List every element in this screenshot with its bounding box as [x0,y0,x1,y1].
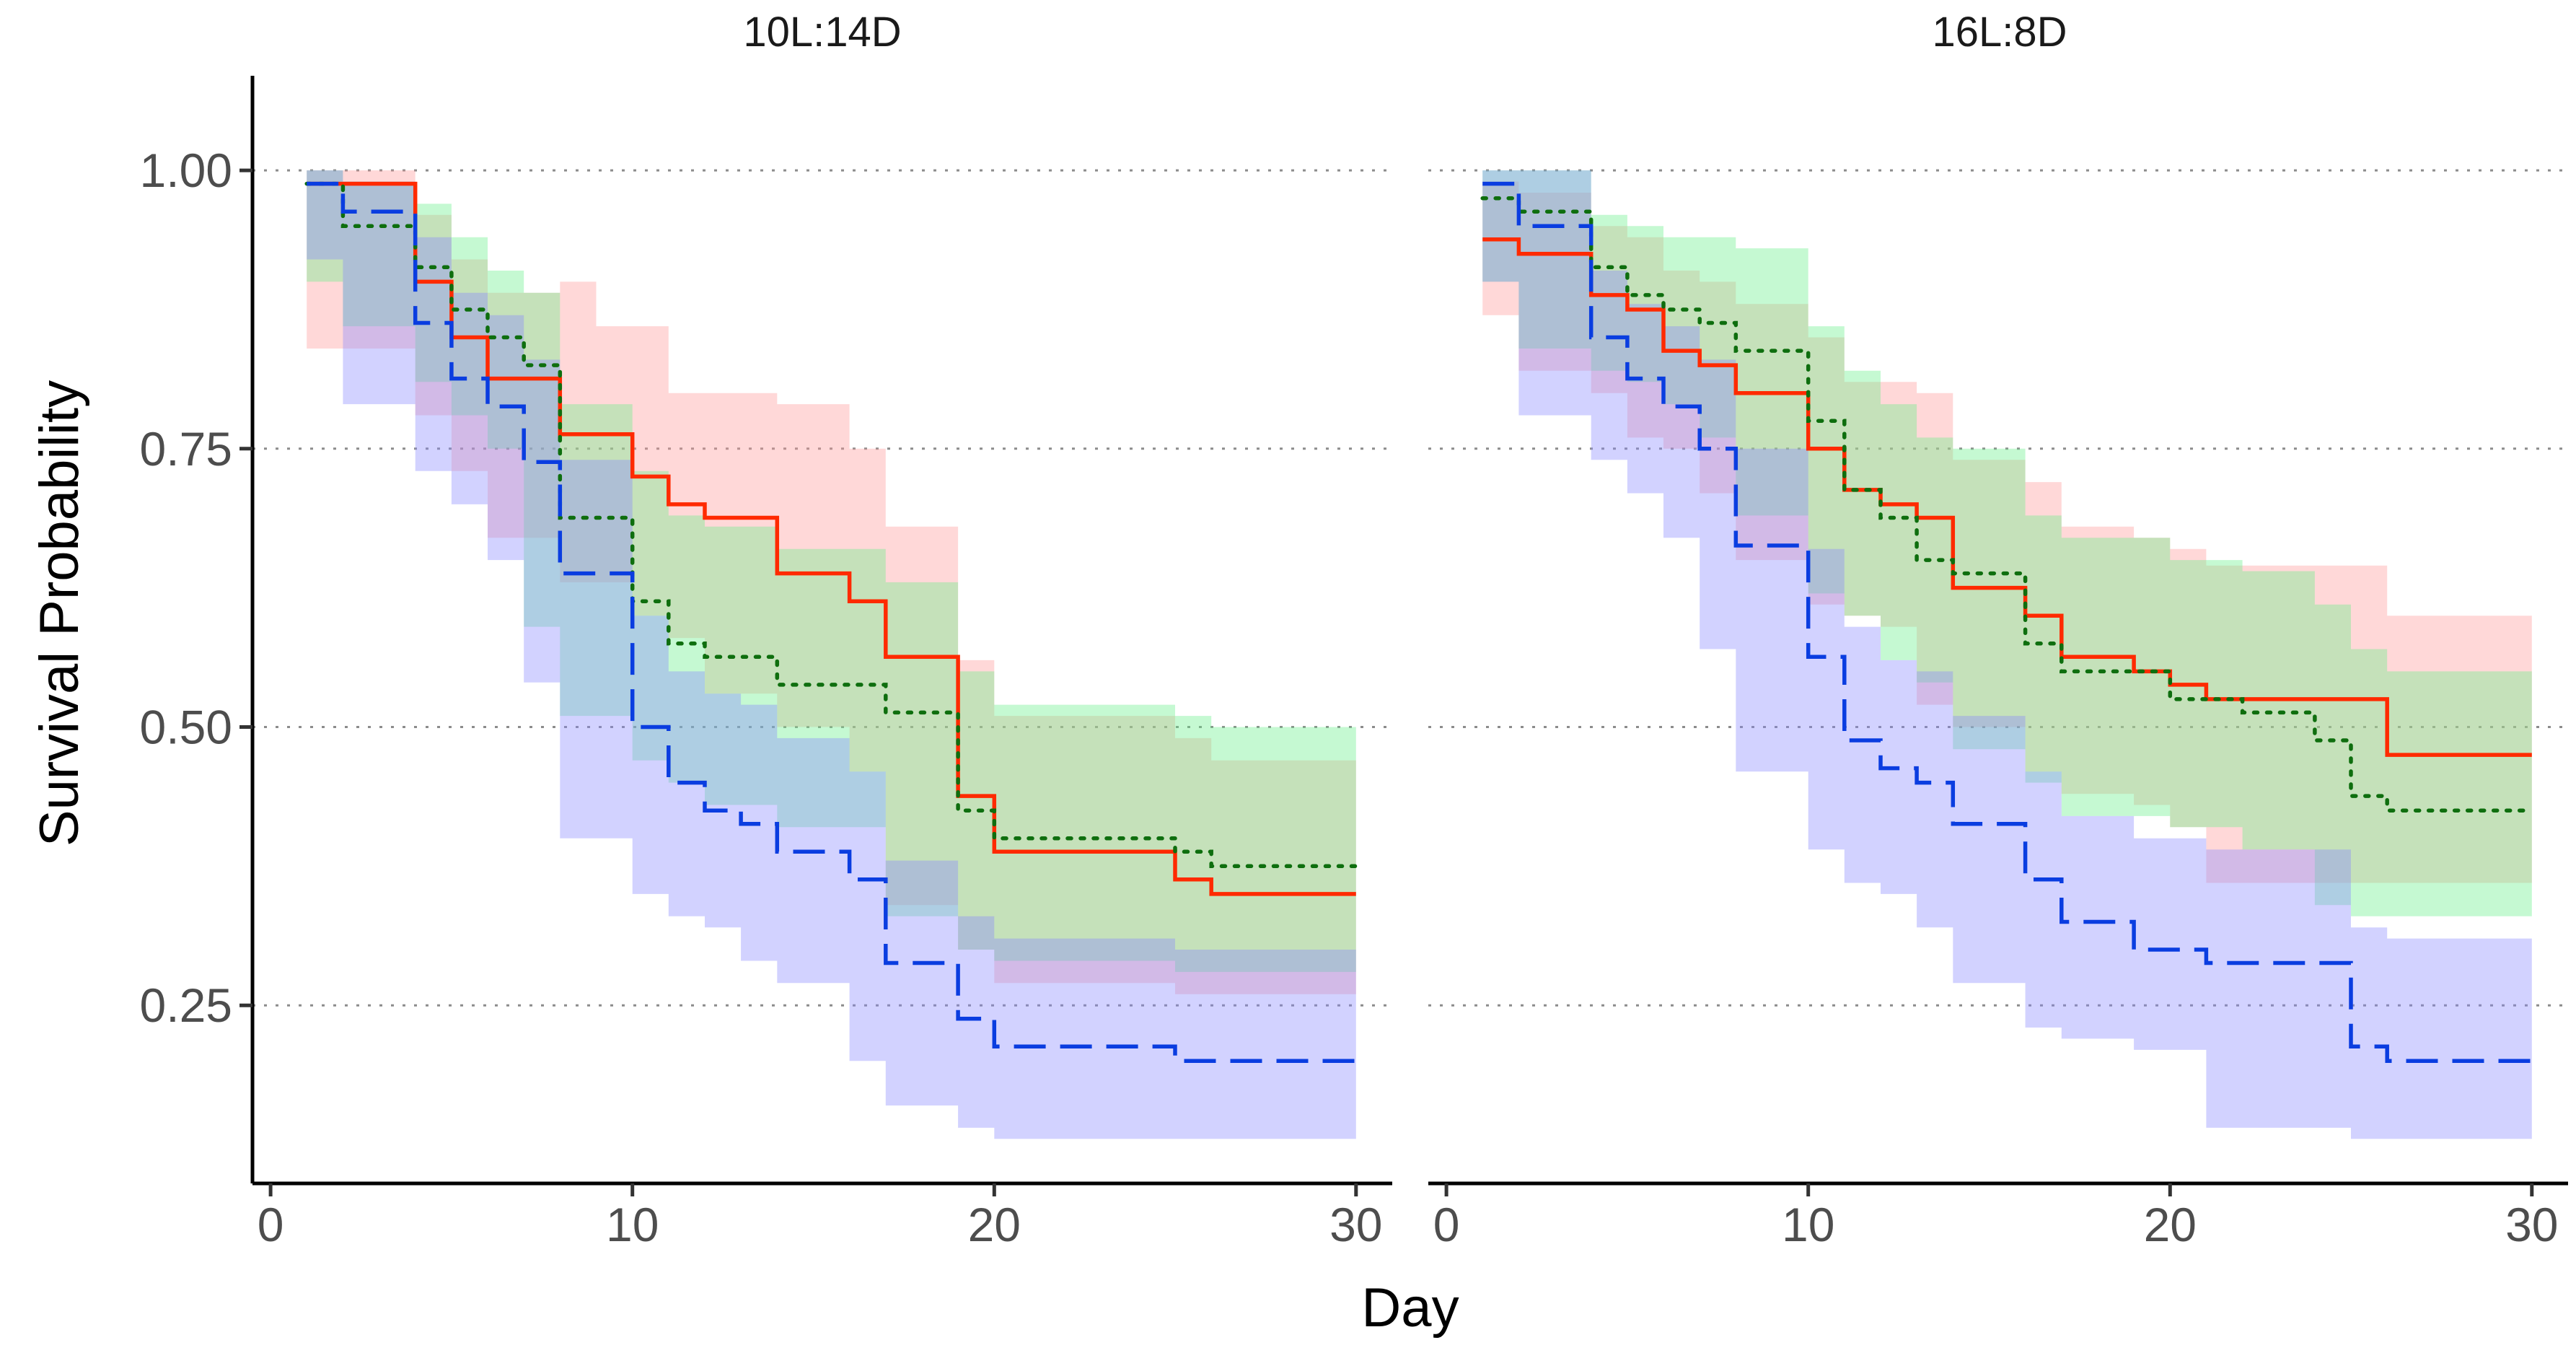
ci-band-blue-dashed [1482,170,2532,1139]
ci-band-green-dotted [307,170,1356,972]
x-tick-label: 30 [2505,1198,2558,1251]
x-tick-label: 10 [606,1198,659,1251]
x-tick-label: 20 [2144,1198,2197,1251]
confidence-bands [1482,170,2532,1139]
y-tick-label: 0.75 [140,422,232,476]
x-tick-label: 30 [1329,1198,1382,1251]
ci-band-green-dotted [1482,170,2532,916]
axes: 0 10 20 30 0 10 20 30 0.25 0.50 0.75 1.00 [140,76,2568,1251]
panel-title: 10L:14D [743,9,901,56]
x-tick-label: 0 [1433,1198,1460,1251]
panel-title: 16L:8D [1932,9,2067,56]
series-line-blue-dashed [1482,181,2532,1064]
ci-band-red-solid [1482,181,2532,883]
series-line-red-solid [1482,237,2532,757]
x-tick-label: 10 [1782,1198,1834,1251]
survival-curves [1480,181,2534,1064]
panel-10l-14d: 10L:14D [252,9,1392,1139]
y-axis-title: Survival Probability [29,380,90,846]
panel-16l-8d: 16L:8D [1428,9,2568,1139]
y-tick-label: 0.50 [140,701,232,754]
series-line-blue-dashed [307,181,1356,1064]
x-tick-label: 20 [968,1198,1021,1251]
x-axis-title: Day [1361,1277,1459,1339]
y-tick-label: 1.00 [140,144,232,197]
series-line-red-solid [307,181,1356,896]
series-line-green-dotted [1480,196,2534,813]
survival-curves [304,181,1358,1064]
confidence-bands [307,170,1356,1139]
ci-band-red-solid [307,170,1356,994]
series-line-green-dotted [304,181,1358,869]
x-tick-label: 0 [258,1198,284,1251]
y-tick-label: 0.25 [140,978,232,1032]
ci-band-blue-dashed [307,170,1356,1139]
